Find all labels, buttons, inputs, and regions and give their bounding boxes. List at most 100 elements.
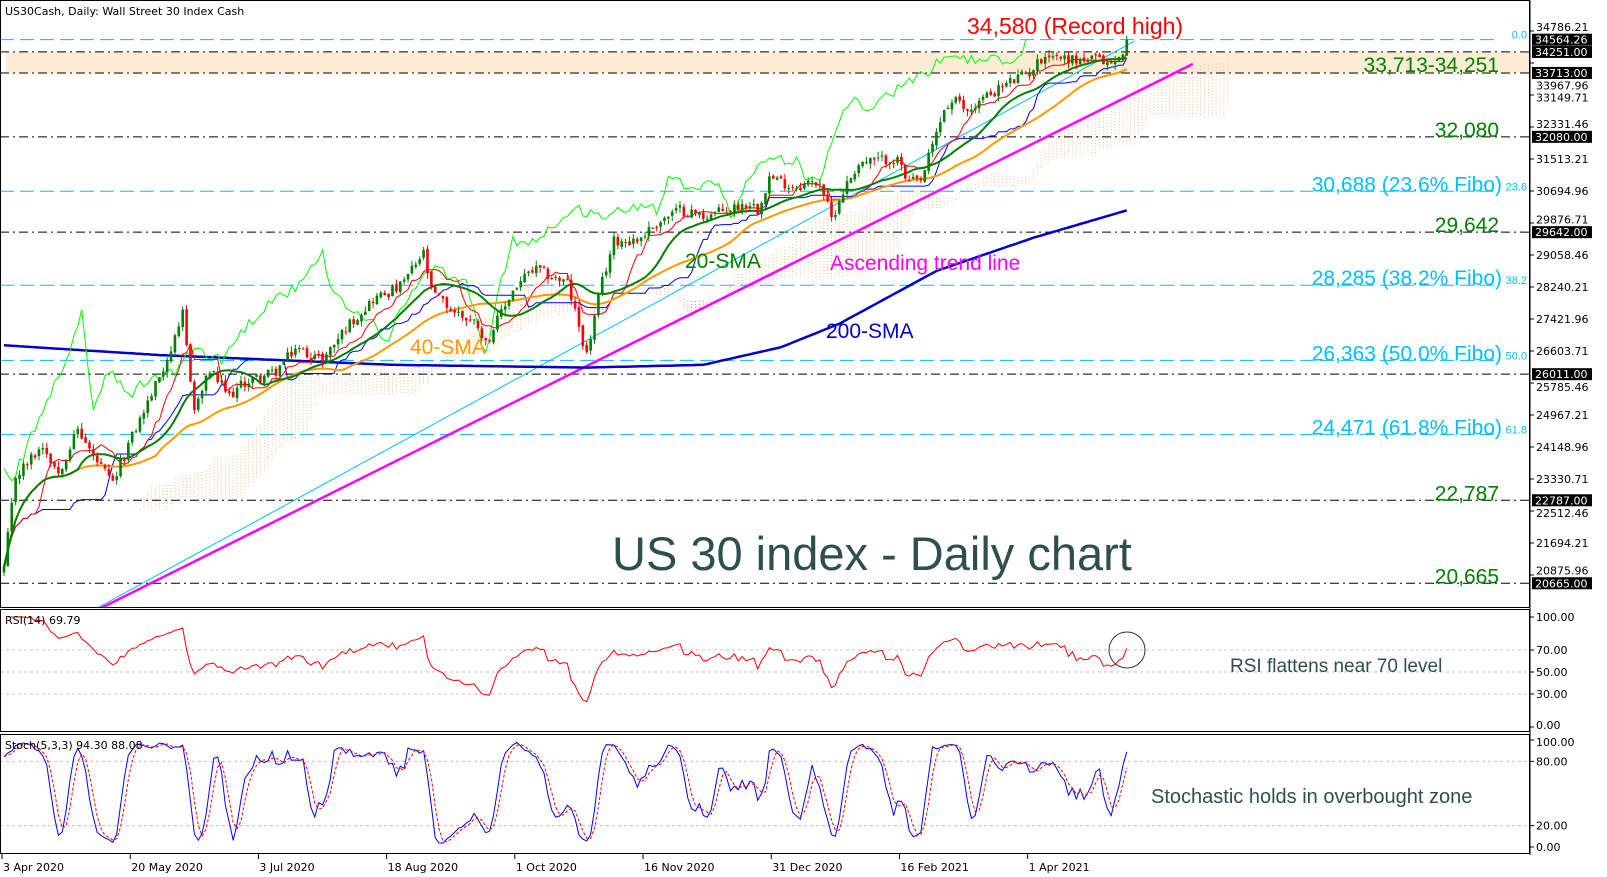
candle-body [896, 157, 899, 163]
candle-body [150, 396, 153, 401]
candle-body [204, 375, 208, 391]
level-label: 32,080 [1435, 119, 1499, 142]
candle-body [1055, 55, 1059, 57]
candle-body [935, 131, 938, 146]
candle-body [453, 309, 456, 313]
candle-body [18, 474, 21, 479]
candle-body [577, 307, 581, 327]
candle-body [1005, 83, 1008, 87]
candle-body [985, 92, 989, 98]
fibo-label: 26,363 (50.0% Fibo) [1312, 342, 1502, 365]
candle-body [1071, 55, 1074, 64]
support-zone [6, 51, 1529, 73]
candle-body [600, 276, 604, 294]
candle-body [383, 292, 387, 296]
candle-body [814, 182, 818, 186]
candle-body [430, 271, 433, 287]
candle-body [402, 279, 406, 282]
candle-body [783, 179, 787, 189]
stoch-note: Stochastic holds in overbought zone [1151, 786, 1472, 808]
candle-body [414, 264, 418, 267]
price-tick-label: 29058.46 [1536, 249, 1589, 262]
candle-body [1094, 54, 1097, 56]
rsi-pane [0, 609, 1530, 732]
trend-line-annotation: Ascending trend line [830, 252, 1020, 275]
candle-body [616, 237, 620, 246]
sma40-annotation: 40-SMA [410, 336, 486, 359]
candle-body [480, 328, 484, 339]
candle-body [608, 254, 612, 273]
candle-body [301, 348, 305, 350]
candle-body [224, 380, 227, 392]
candle-body [581, 325, 585, 347]
candle-body [869, 157, 872, 164]
candle-body [274, 368, 278, 376]
candle-body [134, 431, 138, 433]
candle-body [228, 391, 231, 394]
candle-body [698, 212, 701, 216]
price-tick-label: 32331.46 [1536, 118, 1589, 131]
date-tick-label: 16 Feb 2021 [900, 861, 968, 874]
candle-body [573, 300, 577, 309]
candle-body [196, 398, 200, 410]
candle-body [99, 462, 103, 464]
candle-body [457, 311, 460, 313]
candle-body [635, 239, 639, 243]
candle-body [771, 175, 775, 179]
candle-body [1028, 73, 1031, 77]
candle-body [663, 217, 666, 222]
candle-body [655, 227, 658, 229]
candle-body [826, 194, 829, 202]
price-tick-label: 21694.21 [1536, 537, 1589, 550]
candle-body [426, 248, 429, 274]
candle-body [60, 469, 64, 475]
chikou-span-line [3, 39, 1027, 482]
price-tick-label: 29876.71 [1536, 214, 1589, 227]
candle-body [64, 460, 68, 470]
candle-body [360, 314, 363, 322]
candle-body [950, 102, 954, 110]
candle-body [904, 165, 907, 179]
candle-body [931, 143, 934, 153]
fibo-pct-label: 61.8 [1506, 424, 1527, 436]
price-tick-label: 27421.96 [1536, 313, 1589, 326]
candle-body [84, 437, 87, 443]
date-tick-label: 1 Apr 2021 [1029, 861, 1090, 874]
candle-body [348, 319, 352, 333]
candle-body [760, 202, 763, 215]
candle-body [791, 186, 794, 188]
candle-body [10, 502, 14, 532]
candle-body [173, 335, 177, 353]
candle-body [527, 271, 530, 274]
candle-body [208, 373, 212, 378]
candle-body [538, 265, 542, 268]
candle-body [406, 273, 410, 280]
candle-body [235, 387, 239, 398]
candle-body [861, 161, 864, 167]
candle-body [907, 179, 911, 181]
candle-body [297, 347, 301, 349]
candle-body [371, 301, 375, 304]
fibo-label: 30,688 (23.6% Fibo) [1312, 173, 1502, 196]
candle-body [158, 377, 161, 383]
candle-body [942, 110, 946, 122]
candle-body [127, 442, 130, 460]
candle-body [468, 319, 472, 321]
candle-body [433, 286, 437, 293]
price-level-box [1532, 368, 1592, 381]
price-level-box-label: 20665.00 [1535, 577, 1588, 590]
candle-body [651, 227, 655, 229]
candle-body [488, 339, 491, 342]
candle-body [775, 177, 779, 180]
candle-body [550, 278, 554, 280]
stoch-pane [0, 734, 1530, 854]
candle-body [177, 326, 181, 337]
sma200-annotation: 200-SMA [826, 320, 914, 343]
candle-body [115, 476, 118, 481]
candle-body [1074, 55, 1078, 64]
chart-title: US 30 index - Daily chart [612, 527, 1132, 580]
rsi-tick-label: 50.00 [1536, 666, 1568, 679]
candle-body [80, 428, 83, 439]
candle-body [938, 122, 942, 133]
candle-body [1001, 86, 1004, 88]
